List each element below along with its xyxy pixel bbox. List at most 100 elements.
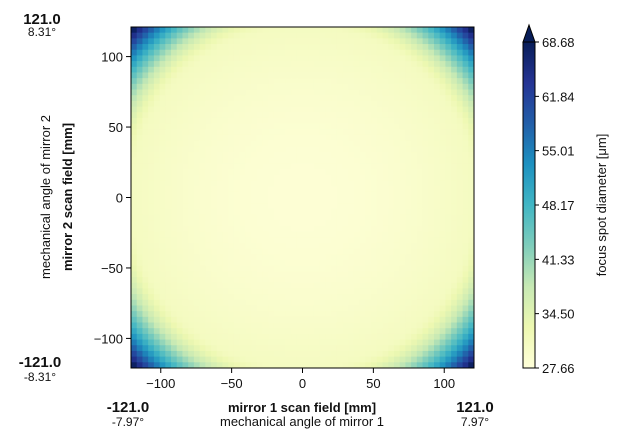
heatmap-cell bbox=[285, 208, 292, 216]
heatmap-cell bbox=[416, 339, 424, 346]
heatmap-cell bbox=[148, 294, 155, 301]
heatmap-cell bbox=[405, 208, 412, 216]
heatmap-cell bbox=[165, 203, 172, 210]
heatmap-cell bbox=[445, 27, 452, 34]
heatmap-cell bbox=[319, 333, 326, 341]
heatmap-cell bbox=[171, 174, 178, 182]
heatmap-cell bbox=[159, 129, 166, 136]
heatmap-cell bbox=[222, 117, 229, 125]
heatmap-cell bbox=[193, 237, 201, 244]
heatmap-cell bbox=[336, 294, 344, 301]
heatmap-cell bbox=[159, 78, 166, 85]
heatmap-cell bbox=[439, 163, 447, 170]
heatmap-cell bbox=[325, 140, 332, 147]
heatmap-cell bbox=[422, 61, 429, 68]
heatmap-cell bbox=[348, 61, 355, 68]
heatmap-cell bbox=[296, 180, 304, 187]
heatmap-cell bbox=[342, 203, 349, 210]
heatmap-cell bbox=[462, 38, 469, 45]
heatmap-cell bbox=[211, 345, 218, 352]
heatmap-cell bbox=[451, 152, 458, 159]
heatmap-cell bbox=[382, 157, 389, 164]
heatmap-cell bbox=[211, 83, 218, 91]
heatmap-cell bbox=[302, 163, 309, 170]
heatmap-cell bbox=[433, 106, 441, 113]
heatmap-cell bbox=[165, 356, 172, 363]
heatmap-cell bbox=[319, 174, 326, 182]
heatmap-cell bbox=[411, 282, 418, 290]
heatmap-cell bbox=[136, 186, 144, 193]
heatmap-cell bbox=[171, 265, 178, 272]
heatmap-cell bbox=[422, 146, 429, 153]
heatmap-cell bbox=[376, 282, 384, 290]
heatmap-cell bbox=[279, 356, 286, 363]
y-tick-label: 100 bbox=[101, 50, 123, 65]
heatmap-cell bbox=[211, 134, 218, 142]
heatmap-cell bbox=[416, 288, 424, 295]
heatmap-cell bbox=[153, 55, 161, 62]
heatmap-cell bbox=[251, 44, 258, 51]
heatmap-cell bbox=[273, 311, 281, 318]
heatmap-cell bbox=[376, 174, 384, 182]
heatmap-cell bbox=[462, 106, 469, 113]
heatmap-cell bbox=[136, 129, 144, 136]
heatmap-cell bbox=[399, 66, 406, 74]
heatmap-cell bbox=[233, 203, 241, 210]
heatmap-cell bbox=[222, 152, 229, 159]
heatmap-cell bbox=[291, 237, 298, 244]
heatmap-cell bbox=[405, 288, 412, 295]
heatmap-cell bbox=[302, 277, 309, 284]
heatmap-cell bbox=[211, 72, 218, 79]
heatmap-cell bbox=[405, 72, 412, 79]
heatmap-cell bbox=[382, 288, 389, 295]
heatmap-cell bbox=[142, 333, 149, 341]
heatmap-cell bbox=[319, 83, 326, 91]
heatmap-cell bbox=[188, 55, 195, 62]
heatmap-cell bbox=[188, 328, 195, 335]
heatmap-cell bbox=[331, 83, 338, 91]
heatmap-cell bbox=[428, 356, 435, 363]
heatmap-cell bbox=[296, 134, 304, 142]
heatmap-cell bbox=[325, 146, 332, 153]
heatmap-cell bbox=[136, 117, 144, 125]
heatmap-cell bbox=[273, 123, 281, 130]
heatmap-cell bbox=[182, 55, 189, 62]
heatmap-cell bbox=[188, 260, 195, 267]
heatmap-cell bbox=[399, 237, 406, 244]
heatmap-cell bbox=[331, 112, 338, 119]
heatmap-cell bbox=[456, 78, 464, 85]
heatmap-cell bbox=[251, 322, 258, 329]
heatmap-cell bbox=[205, 197, 212, 204]
heatmap-cell bbox=[136, 208, 144, 216]
heatmap-cell bbox=[405, 129, 412, 136]
heatmap-cell bbox=[376, 117, 384, 125]
heatmap-cell bbox=[211, 305, 218, 312]
heatmap-cell bbox=[365, 356, 372, 363]
heatmap-cell bbox=[376, 157, 384, 164]
heatmap-cell bbox=[319, 362, 326, 368]
heatmap-cell bbox=[445, 112, 452, 119]
heatmap-cell bbox=[153, 169, 161, 176]
heatmap-cell bbox=[188, 169, 195, 176]
heatmap-cell bbox=[359, 140, 366, 147]
heatmap-cell bbox=[302, 197, 309, 204]
heatmap-cell bbox=[456, 299, 464, 307]
heatmap-cell bbox=[211, 163, 218, 170]
heatmap-cell bbox=[251, 316, 258, 324]
heatmap-cell bbox=[171, 214, 178, 221]
heatmap-cell bbox=[451, 32, 458, 39]
heatmap-cell bbox=[256, 112, 264, 119]
heatmap-cell bbox=[433, 208, 441, 216]
heatmap-cell bbox=[245, 362, 252, 368]
heatmap-cell bbox=[171, 180, 178, 187]
heatmap-cell bbox=[428, 163, 435, 170]
heatmap-cell bbox=[319, 254, 326, 261]
heatmap-cell bbox=[262, 225, 269, 233]
heatmap-cell bbox=[176, 169, 184, 176]
heatmap-cell bbox=[468, 214, 474, 221]
heatmap-cell bbox=[433, 95, 441, 102]
heatmap-cell bbox=[245, 55, 252, 62]
heatmap-cell bbox=[256, 345, 264, 352]
heatmap-cell bbox=[245, 237, 252, 244]
heatmap-cell bbox=[205, 66, 212, 74]
